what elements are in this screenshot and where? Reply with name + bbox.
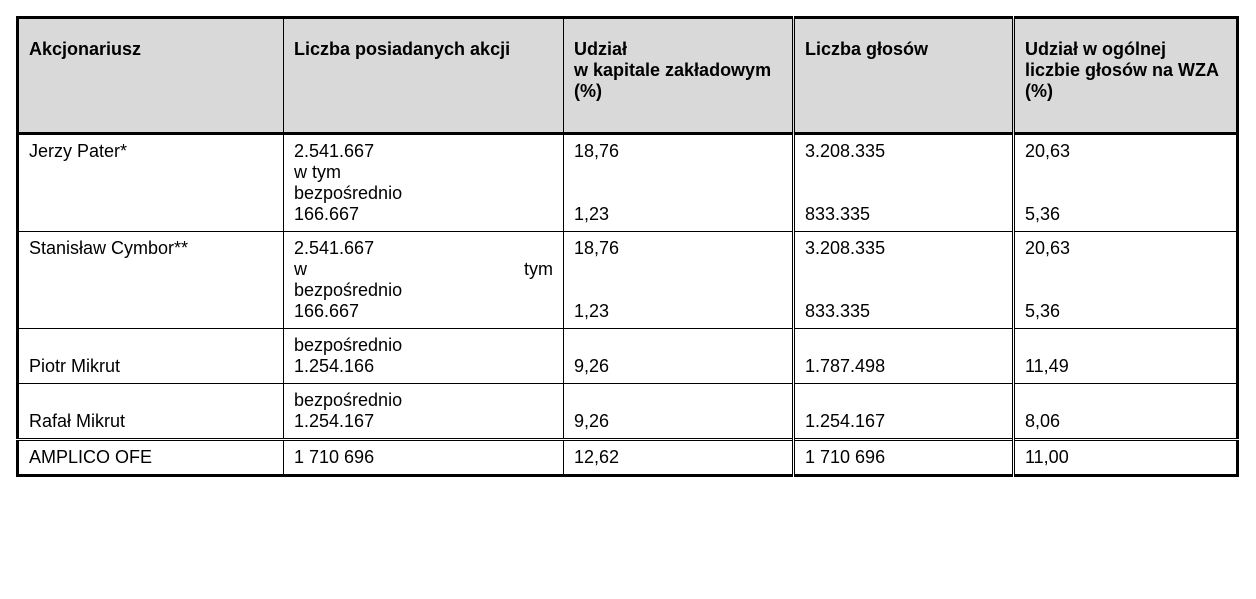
cell-votes-share: 8,06	[1014, 384, 1238, 440]
cell-shares: 1 710 696	[284, 440, 564, 476]
table-row: Jerzy Pater*2.541.667w tymbezpośrednio16…	[18, 134, 1238, 184]
table-row: AMPLICO OFE1 710 69612,621 710 69611,00	[18, 440, 1238, 476]
cell-votes-share: 11,00	[1014, 440, 1238, 476]
cell-votes-sub: 833.335	[794, 183, 1014, 231]
cell-name: Piotr Mikrut	[18, 329, 284, 384]
cell-name: AMPLICO OFE	[18, 440, 284, 476]
table-row: Stanisław Cymbor**2.541.667wtymbezpośred…	[18, 232, 1238, 281]
cell-votes: 1.254.167	[794, 384, 1014, 440]
cell-capital: 12,62	[564, 440, 794, 476]
cell-votes-share-sub: 5,36	[1014, 183, 1238, 231]
cell-votes-share: 20,63	[1014, 134, 1238, 184]
header-votes-share: Udział w ogólnej liczbie głosów na WZA (…	[1014, 18, 1238, 134]
cell-votes: 3.208.335	[794, 232, 1014, 281]
table-row: Rafał Mikrutbezpośrednio1.254.1679,261.2…	[18, 384, 1238, 440]
cell-votes-share-sub: 5,36	[1014, 280, 1238, 329]
cell-capital: 18,76	[564, 134, 794, 184]
cell-shares: 2.541.667w tymbezpośrednio166.667	[284, 134, 564, 232]
cell-votes: 3.208.335	[794, 134, 1014, 184]
cell-capital: 18,76	[564, 232, 794, 281]
cell-name: Stanisław Cymbor**	[18, 232, 284, 329]
header-capital: Udział w kapitale zakładowym (%)	[564, 18, 794, 134]
cell-name: Jerzy Pater*	[18, 134, 284, 232]
cell-votes-share: 11,49	[1014, 329, 1238, 384]
header-votes: Liczba głosów	[794, 18, 1014, 134]
cell-shares: bezpośrednio1.254.166	[284, 329, 564, 384]
header-akcjonariusz: Akcjonariusz	[18, 18, 284, 134]
cell-capital-sub: 1,23	[564, 280, 794, 329]
cell-capital: 9,26	[564, 329, 794, 384]
cell-votes-share: 20,63	[1014, 232, 1238, 281]
shareholders-table: Akcjonariusz Liczba posiadanych akcji Ud…	[16, 16, 1239, 477]
cell-votes-sub: 833.335	[794, 280, 1014, 329]
cell-votes: 1 710 696	[794, 440, 1014, 476]
cell-name: Rafał Mikrut	[18, 384, 284, 440]
cell-shares: 2.541.667wtymbezpośrednio166.667	[284, 232, 564, 329]
table-row: Piotr Mikrutbezpośrednio1.254.1669,261.7…	[18, 329, 1238, 384]
cell-votes: 1.787.498	[794, 329, 1014, 384]
header-shares: Liczba posiadanych akcji	[284, 18, 564, 134]
cell-capital: 9,26	[564, 384, 794, 440]
header-row: Akcjonariusz Liczba posiadanych akcji Ud…	[18, 18, 1238, 134]
cell-shares: bezpośrednio1.254.167	[284, 384, 564, 440]
cell-capital-sub: 1,23	[564, 183, 794, 231]
table-body: Jerzy Pater*2.541.667w tymbezpośrednio16…	[18, 134, 1238, 476]
